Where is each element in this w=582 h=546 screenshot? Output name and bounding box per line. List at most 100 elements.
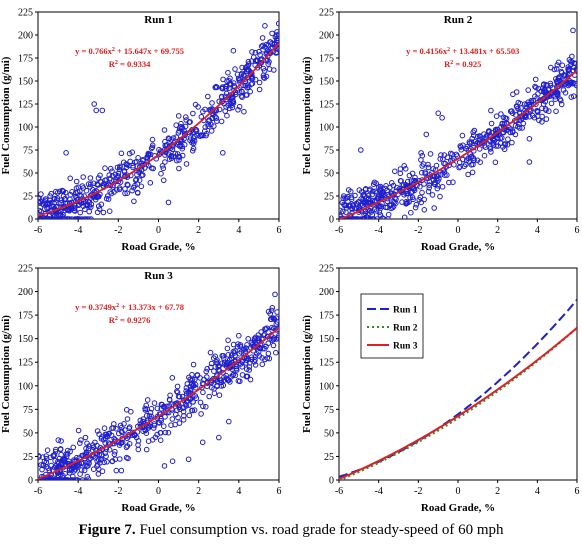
data-point — [460, 156, 466, 163]
data-point — [104, 459, 110, 465]
data-point — [524, 101, 530, 108]
data-point — [58, 438, 64, 444]
y-tick-label: 75 — [23, 405, 33, 416]
data-point — [363, 195, 370, 201]
data-point — [273, 349, 279, 356]
data-point — [198, 411, 204, 417]
data-point — [470, 155, 477, 161]
data-point — [43, 453, 50, 459]
data-point — [210, 375, 217, 382]
data-point — [174, 383, 181, 390]
data-point — [82, 434, 89, 441]
data-point — [411, 187, 418, 194]
data-point — [444, 172, 450, 178]
data-point — [63, 150, 69, 156]
x-tick-label: 6 — [575, 486, 580, 497]
data-point — [190, 361, 197, 368]
data-point — [160, 165, 167, 172]
data-point — [189, 407, 195, 414]
data-point — [169, 416, 176, 422]
data-point — [71, 205, 78, 212]
data-point — [253, 57, 260, 64]
data-point — [265, 350, 272, 357]
data-point — [231, 350, 238, 356]
y-tick-label: 75 — [324, 146, 334, 157]
data-point — [419, 163, 426, 169]
data-point — [78, 467, 85, 473]
data-point — [195, 104, 201, 110]
data-point — [258, 329, 264, 335]
data-point — [105, 196, 112, 202]
data-point — [456, 159, 463, 166]
y-tick-label: 125 — [18, 100, 33, 111]
data-point — [219, 85, 226, 92]
data-point — [471, 127, 478, 134]
data-point — [61, 458, 67, 465]
x-tick-label: -4 — [74, 225, 82, 236]
data-point — [532, 93, 538, 100]
data-point — [209, 115, 216, 121]
caption-text: Fuel consumption vs. road grade for stea… — [135, 522, 504, 538]
data-point — [397, 188, 404, 195]
data-point — [184, 381, 191, 387]
data-point — [87, 175, 94, 181]
data-point — [154, 431, 160, 438]
data-point — [94, 458, 100, 464]
y-tick-label: 200 — [18, 31, 33, 42]
data-point — [113, 467, 120, 474]
data-point — [119, 429, 125, 436]
data-point — [437, 193, 443, 200]
scatter-points — [38, 20, 279, 219]
y-tick-label: 75 — [23, 146, 33, 157]
data-point — [103, 453, 109, 460]
x-tick-label: -6 — [335, 486, 343, 497]
y-tick-label: 100 — [319, 381, 334, 392]
data-point — [564, 80, 571, 86]
x-tick-label: 6 — [575, 225, 580, 236]
data-point — [457, 143, 464, 149]
data-point — [466, 139, 473, 145]
data-point — [131, 431, 137, 438]
y-tick-label: 25 — [324, 192, 334, 203]
data-point — [208, 128, 215, 134]
data-point — [200, 389, 206, 396]
data-point — [211, 390, 218, 397]
data-point — [365, 195, 372, 202]
data-point — [431, 205, 438, 211]
data-point — [148, 405, 155, 412]
data-point — [87, 184, 93, 190]
data-point — [446, 179, 452, 186]
data-point — [146, 413, 153, 419]
trend-line — [38, 327, 279, 480]
data-point — [272, 291, 278, 298]
x-tick-label: 0 — [456, 486, 461, 497]
data-point — [534, 107, 540, 114]
data-point — [417, 183, 423, 190]
data-point — [260, 74, 267, 81]
data-point — [187, 119, 193, 125]
data-point — [432, 179, 438, 186]
data-point — [173, 134, 179, 140]
data-point — [79, 477, 86, 480]
data-point — [504, 126, 511, 133]
data-point — [200, 108, 206, 115]
data-point — [130, 162, 136, 169]
data-point — [70, 473, 76, 480]
data-point — [189, 376, 196, 382]
data-point — [122, 186, 128, 192]
x-tick-label: -4 — [374, 486, 382, 497]
data-point — [190, 110, 196, 117]
data-point — [169, 146, 176, 153]
data-point — [89, 447, 96, 454]
data-point — [62, 477, 68, 480]
legend-box — [360, 293, 424, 359]
data-point — [211, 123, 217, 129]
data-point — [82, 216, 89, 219]
data-point — [262, 356, 268, 363]
data-point — [169, 375, 176, 381]
data-point — [192, 393, 198, 399]
data-point — [86, 208, 92, 215]
data-point — [546, 108, 552, 114]
data-point — [176, 157, 182, 163]
legend-label: Run 1 — [393, 306, 418, 316]
